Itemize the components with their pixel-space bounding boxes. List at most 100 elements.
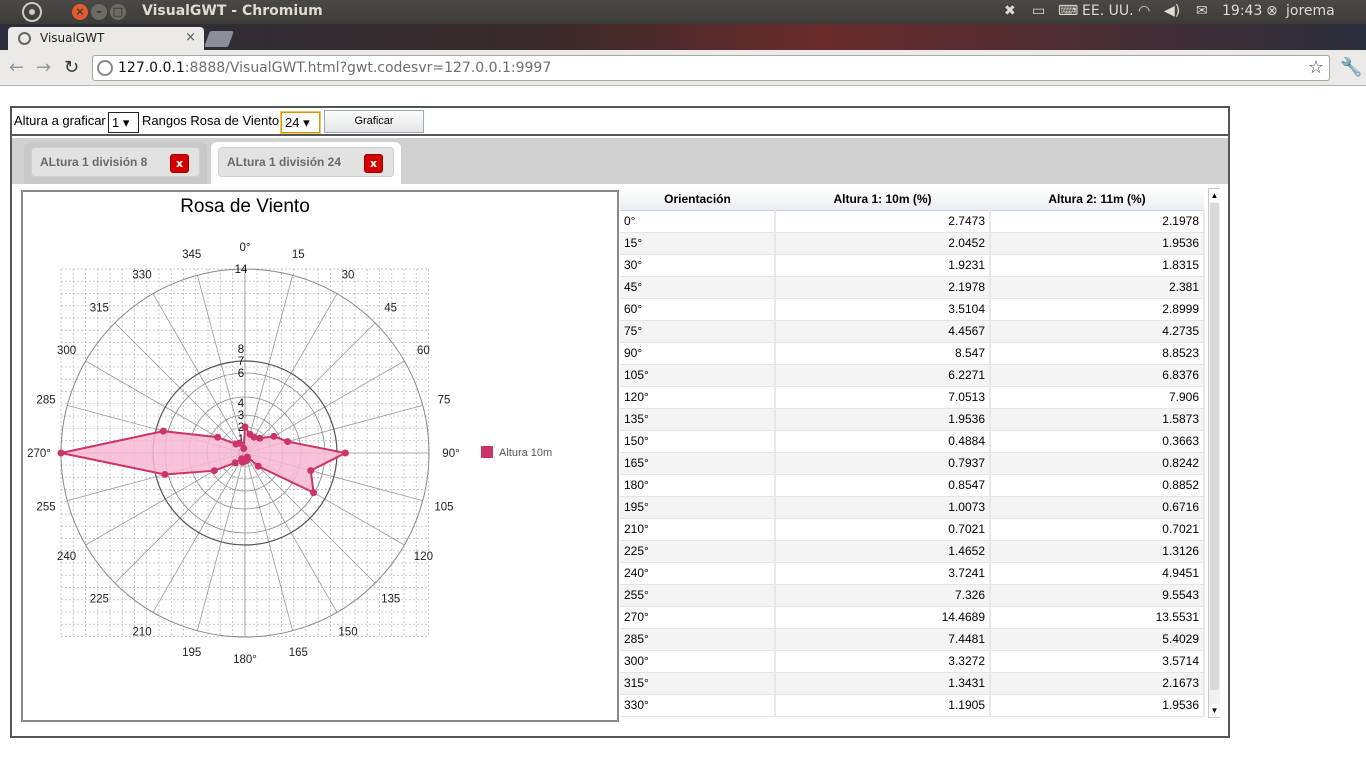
data-point <box>240 444 248 452</box>
table-cell: 195° <box>620 496 776 519</box>
column-header[interactable]: Altura 1: 10m (%) <box>775 188 990 211</box>
close-tab-button[interactable]: x <box>364 154 383 173</box>
new-tab-button[interactable] <box>204 31 234 47</box>
table-row[interactable]: 15° 2.0452 1.9536 <box>620 232 1205 255</box>
table-cell: 8.8523 <box>990 342 1205 365</box>
table-row[interactable]: 75° 4.4567 4.2735 <box>620 320 1205 343</box>
scroll-down-icon[interactable]: ▼ <box>1209 704 1220 717</box>
wifi-icon[interactable]: ◠ <box>1138 3 1151 19</box>
table-row[interactable]: 255° 7.326 9.5543 <box>620 584 1205 607</box>
table-row[interactable]: 165° 0.7937 0.8242 <box>620 452 1205 475</box>
address-bar[interactable]: 127.0.0.1:8888/VisualGWT.html?gwt.codesv… <box>92 55 1330 81</box>
table-cell: 330° <box>620 694 776 717</box>
table-row[interactable]: 195° 1.0073 0.6716 <box>620 496 1205 519</box>
table-row[interactable]: 60° 3.5104 2.8999 <box>620 298 1205 321</box>
radial-tick-label: 14 <box>235 264 248 276</box>
forward-icon[interactable]: → <box>36 57 52 78</box>
display-icon[interactable]: ▭ <box>1032 3 1046 19</box>
table-cell: 1.9231 <box>775 254 991 277</box>
chart-title: Rosa de Viento <box>180 196 310 217</box>
app-container: Altura a graficar 1 ▾ Rangos Rosa de Vie… <box>10 106 1230 738</box>
table-row[interactable]: 45° 2.1978 2.381 <box>620 276 1205 299</box>
radial-tick-label: 1 <box>238 434 244 446</box>
altura-select[interactable]: 1 ▾ <box>108 112 139 133</box>
table-row[interactable]: 330° 1.1905 1.9536 <box>620 694 1205 717</box>
table-cell: 4.9451 <box>990 562 1205 585</box>
ubuntu-logo-icon[interactable] <box>22 2 42 22</box>
wrench-icon[interactable]: 🔧 <box>1340 57 1363 78</box>
table-cell: 30° <box>620 254 776 277</box>
graficar-button[interactable]: Graficar <box>324 110 424 133</box>
table-cell: 3.3272 <box>775 650 991 673</box>
keyboard-layout[interactable]: EE. UU. <box>1082 3 1134 19</box>
volume-icon[interactable]: ◀) <box>1164 3 1181 19</box>
table-cell: 3.7241 <box>775 562 991 585</box>
table-row[interactable]: 90° 8.547 8.8523 <box>620 342 1205 365</box>
table-cell: 60° <box>620 298 776 321</box>
table-cell: 6.2271 <box>775 364 991 387</box>
dropbox-icon[interactable]: ✖ <box>1004 3 1016 19</box>
table-row[interactable]: 180° 0.8547 0.8852 <box>620 474 1205 497</box>
favicon-icon <box>18 32 31 45</box>
browser-tab[interactable]: VisualGWT × <box>8 27 204 50</box>
window-close-button[interactable]: × <box>72 4 88 20</box>
column-header[interactable]: Altura 2: 11m (%) <box>990 188 1204 211</box>
back-icon[interactable]: ← <box>9 57 25 78</box>
scroll-thumb[interactable] <box>1210 203 1219 690</box>
table-cell: 0.8242 <box>990 452 1205 475</box>
table-cell: 1.5873 <box>990 408 1205 431</box>
tab-division-8[interactable]: ALtura 1 división 8 x <box>24 142 207 184</box>
tab-label: ALtura 1 división 24 <box>227 155 342 169</box>
table-row[interactable]: 240° 3.7241 4.9451 <box>620 562 1205 585</box>
close-tab-button[interactable]: x <box>170 154 189 173</box>
keyboard-icon[interactable]: ⌨ <box>1058 3 1079 19</box>
table-cell: 0.6716 <box>990 496 1205 519</box>
table-cell: 240° <box>620 562 776 585</box>
reload-icon[interactable]: ↻ <box>64 57 80 78</box>
globe-icon <box>97 60 113 76</box>
angle-label: 75 <box>438 395 451 407</box>
table-cell: 1.0073 <box>775 496 991 519</box>
table-row[interactable]: 300° 3.3272 3.5714 <box>620 650 1205 673</box>
tab-label: ALtura 1 división 8 <box>40 155 148 169</box>
table-row[interactable]: 105° 6.2271 6.8376 <box>620 364 1205 387</box>
close-tab-icon[interactable]: × <box>185 30 196 45</box>
table-row[interactable]: 270° 14.4689 13.5531 <box>620 606 1205 629</box>
clock[interactable]: 19:43 <box>1222 3 1263 19</box>
data-point <box>310 489 318 497</box>
table-row[interactable]: 150° 0.4884 0.3663 <box>620 430 1205 453</box>
scroll-up-icon[interactable]: ▲ <box>1209 189 1220 202</box>
angle-label: 285 <box>36 395 55 407</box>
table-scrollbar[interactable]: ▲ ▼ <box>1208 188 1220 718</box>
angle-label: 270° <box>27 448 51 460</box>
table-row[interactable]: 210° 0.7021 0.7021 <box>620 518 1205 541</box>
tab-inner: ALtura 1 división 8 x <box>31 147 200 177</box>
table-row[interactable]: 135° 1.9536 1.5873 <box>620 408 1205 431</box>
window-minimize-button[interactable]: – <box>91 4 107 20</box>
table-cell: 270° <box>620 606 776 629</box>
user-name[interactable]: jorema <box>1286 3 1335 19</box>
table-row[interactable]: 225° 1.4652 1.3126 <box>620 540 1205 563</box>
table-cell: 3.5714 <box>990 650 1205 673</box>
table-row[interactable]: 120° 7.0513 7.906 <box>620 386 1205 409</box>
table-row[interactable]: 0° 2.7473 2.1978 <box>620 210 1205 233</box>
power-icon[interactable]: ⊗ <box>1266 3 1278 19</box>
data-point <box>284 438 292 446</box>
table-cell: 9.5543 <box>990 584 1205 607</box>
table-row[interactable]: 285° 7.4481 5.4029 <box>620 628 1205 651</box>
table-cell: 1.4652 <box>775 540 991 563</box>
angle-label: 90° <box>442 448 459 460</box>
angle-label: 30 <box>342 270 355 282</box>
bookmark-star-icon[interactable]: ☆ <box>1307 57 1324 78</box>
table-cell: 13.5531 <box>990 606 1205 629</box>
window-maximize-button[interactable]: □ <box>110 4 126 20</box>
data-table-panel: Orientación Altura 1: 10m (%) Altura 2: 11… <box>620 188 1220 718</box>
rangos-select[interactable]: 24 ▾ <box>281 112 320 133</box>
tab-division-24[interactable]: ALtura 1 división 24 x <box>211 142 401 184</box>
table-cell: 165° <box>620 452 776 475</box>
mail-icon[interactable]: ✉ <box>1196 3 1208 19</box>
table-row[interactable]: 315° 1.3431 2.1673 <box>620 672 1205 695</box>
column-header[interactable]: Orientación <box>620 188 775 211</box>
data-point <box>235 439 243 447</box>
table-row[interactable]: 30° 1.9231 1.8315 <box>620 254 1205 277</box>
